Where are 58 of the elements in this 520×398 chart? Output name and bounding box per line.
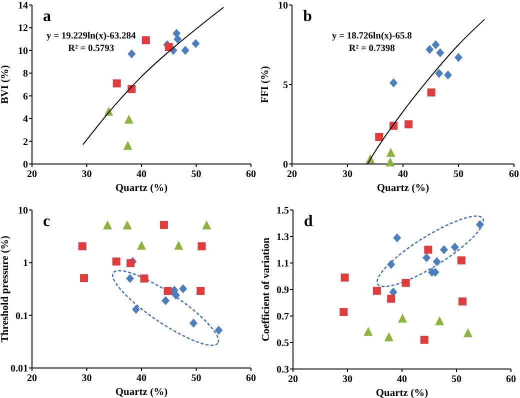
y-tick-label: 10 xyxy=(278,0,288,12)
x-tick-label: 50 xyxy=(454,169,464,180)
x-tick-label: 60 xyxy=(506,374,516,385)
annotation: y = 18.726ln(x)-65.8 xyxy=(332,31,412,42)
annotation: d xyxy=(304,212,313,230)
y-tick-label: 0.01 xyxy=(10,364,28,374)
y-tick-label: 0 xyxy=(283,160,288,170)
annotation: a xyxy=(42,8,51,25)
y-tick-label: 10 xyxy=(18,206,28,216)
y-tick-label: 10 xyxy=(18,46,28,57)
x-tick-label: 50 xyxy=(191,373,202,384)
x-axis-title: Quartz (%) xyxy=(115,183,168,194)
y-tick-label: 5 xyxy=(283,80,288,91)
y-tick-label: 0.9 xyxy=(276,285,289,296)
annotation: c xyxy=(42,212,50,230)
x-tick-label: 40 xyxy=(397,374,407,385)
y-tick-label: 0.5 xyxy=(276,338,289,349)
x-tick-label: 40 xyxy=(398,169,408,180)
y-tick-label: 0.1 xyxy=(16,310,28,322)
annotation: R² = 0.7398 xyxy=(348,44,396,54)
y-tick-label: 4 xyxy=(23,114,28,126)
x-tick-label: 30 xyxy=(342,374,352,385)
x-tick-label: 60 xyxy=(246,373,256,384)
y-axis-title: BVI (%) xyxy=(0,64,11,104)
x-tick-label: 20 xyxy=(287,169,297,180)
x-axis-title: Quartz (%) xyxy=(115,387,168,398)
y-axis-title: Threshold pressure (%) xyxy=(0,235,11,342)
x-tick-label: 40 xyxy=(136,373,146,384)
y-tick-label: 6 xyxy=(23,91,28,102)
y-axis-title: FFI (%) xyxy=(260,65,271,104)
y-tick-label: 12 xyxy=(18,23,28,34)
y-tick-label: 0.7 xyxy=(276,312,289,322)
x-tick-label: 20 xyxy=(27,169,37,180)
x-tick-label: 30 xyxy=(82,373,92,384)
x-axis-title: Quartz (%) xyxy=(376,183,430,194)
x-tick-label: 50 xyxy=(452,374,462,385)
x-tick-label: 50 xyxy=(191,169,202,180)
y-axis-title: Coefficient of variation xyxy=(261,237,272,342)
y-tick-label: 0 xyxy=(23,160,28,170)
x-tick-label: 60 xyxy=(509,169,519,180)
annotation: b xyxy=(303,8,312,25)
y-tick-label: 14 xyxy=(18,0,28,12)
y-tick-label: 1.1 xyxy=(276,258,289,270)
x-axis-title: Quartz (%) xyxy=(376,388,429,398)
annotation: R² = 0.5793 xyxy=(68,44,114,54)
y-tick-label: 1.3 xyxy=(276,232,289,243)
y-tick-label: 2 xyxy=(23,136,28,148)
y-tick-label: 8 xyxy=(23,68,28,80)
y-tick-label: 1 xyxy=(23,258,28,270)
x-tick-label: 30 xyxy=(82,169,92,180)
annotation: y = 19.229ln(x)-63.284 xyxy=(46,31,136,42)
y-tick-label: 0.3 xyxy=(276,364,289,376)
x-tick-label: 40 xyxy=(136,169,146,180)
x-tick-label: 30 xyxy=(342,169,352,180)
y-tick-label: 1.5 xyxy=(276,206,289,216)
x-tick-label: 20 xyxy=(27,373,37,384)
x-tick-label: 20 xyxy=(288,374,298,385)
x-tick-label: 60 xyxy=(246,169,256,180)
